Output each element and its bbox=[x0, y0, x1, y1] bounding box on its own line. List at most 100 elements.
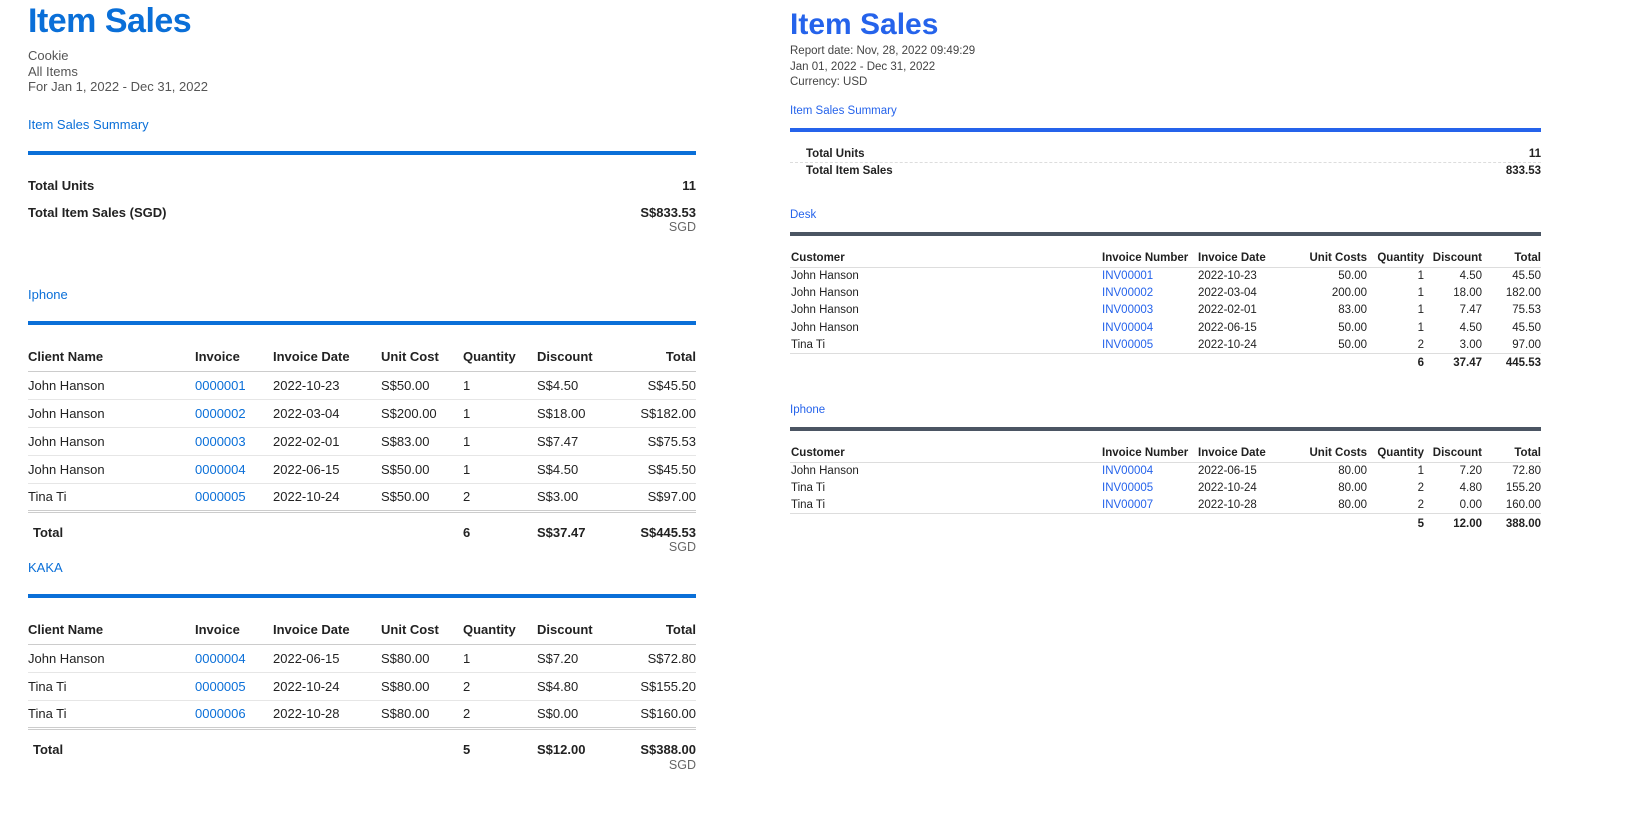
value: 11 bbox=[1528, 148, 1541, 160]
report-subtitle: Cookie All Items For Jan 1, 2022 - Dec 3… bbox=[28, 48, 208, 95]
cell: Tina Ti bbox=[790, 496, 1101, 515]
cell: 2022-03-04 bbox=[1198, 286, 1257, 299]
invoice-link[interactable]: 0000005 bbox=[195, 672, 273, 701]
section-title[interactable]: Iphone bbox=[28, 287, 68, 302]
cell: S$7.47 bbox=[537, 427, 627, 456]
cell bbox=[1287, 353, 1367, 372]
cell: 2022-06-15 bbox=[1198, 321, 1257, 334]
value: 833.53 bbox=[1505, 164, 1541, 177]
cell: S$97.00 bbox=[627, 483, 696, 513]
invoice-link[interactable]: 0000001 bbox=[195, 371, 273, 400]
cell: 2022-02-01 bbox=[1198, 304, 1257, 317]
cell: 1 bbox=[1417, 269, 1424, 282]
column-header: Quantity bbox=[463, 343, 537, 372]
cell: 2022-10-24 bbox=[1197, 336, 1287, 354]
column-header: Customer bbox=[790, 445, 1101, 463]
column-header: Invoice Date bbox=[1197, 445, 1287, 463]
cell: 72.80 bbox=[1512, 464, 1541, 477]
invoice-link[interactable]: 0000004 bbox=[195, 455, 273, 484]
summary-link[interactable]: Item Sales Summary bbox=[28, 117, 149, 132]
summary-table: Total Units 11 Total Item Sales 833.53 bbox=[790, 146, 1541, 179]
table-row: Tina Ti 0000005 2022-10-24 S$80.00 2 S$4.80 S$… bbox=[28, 672, 696, 701]
item-table: Customer Invoice Number Invoice Date Unit C… bbox=[790, 445, 1541, 533]
cell: Tina Ti bbox=[28, 483, 195, 513]
summary-link[interactable]: Item Sales Summary bbox=[790, 105, 897, 117]
invoice-link[interactable]: INV00007 bbox=[1101, 496, 1197, 515]
cell: 83.00 bbox=[1338, 304, 1367, 317]
cell: 160.00 bbox=[1482, 496, 1541, 515]
cell: S$3.00 bbox=[537, 483, 627, 513]
item-table: Customer Invoice Number Invoice Date Unit C… bbox=[790, 250, 1541, 372]
invoice-link[interactable]: INV00005 bbox=[1101, 336, 1197, 354]
column-header: Invoice Date bbox=[1197, 250, 1287, 268]
invoice-link[interactable]: 0000003 bbox=[195, 427, 273, 456]
cell bbox=[273, 511, 381, 545]
cell: John Hanson bbox=[791, 269, 859, 282]
table-header: Customer Invoice Number Invoice Date Unit C… bbox=[790, 445, 1541, 463]
section-title[interactable]: KAKA bbox=[28, 560, 63, 575]
column-header: Total bbox=[627, 616, 696, 645]
total-row: Total 5 S$12.00 S$388.00 bbox=[28, 728, 696, 762]
table-row: Tina Ti INV00005 2022-10-24 80.00 2 4.80 155.2… bbox=[790, 479, 1541, 496]
cell: 2 bbox=[463, 672, 537, 701]
cell: S$45.50 bbox=[627, 455, 696, 484]
item-table: Client Name Invoice Invoice Date Unit Cost Q… bbox=[28, 616, 696, 762]
invoice-link[interactable]: INV00004 bbox=[1102, 321, 1154, 334]
cell: 2 bbox=[1417, 481, 1424, 494]
cell: S$18.00 bbox=[537, 399, 627, 428]
invoice-link[interactable]: INV00004 bbox=[1102, 464, 1154, 477]
invoice-link[interactable]: INV00002 bbox=[1102, 286, 1154, 299]
section-title[interactable]: Desk bbox=[790, 209, 817, 221]
cell: S$75.53 bbox=[627, 427, 696, 456]
cell: 2022-10-24 bbox=[273, 483, 381, 513]
cell: S$72.80 bbox=[627, 644, 696, 673]
cell: Tina Ti bbox=[791, 481, 826, 494]
cell: 2022-10-28 bbox=[1197, 496, 1287, 515]
cell: 2022-10-28 bbox=[273, 700, 381, 730]
column-header: Invoice bbox=[195, 616, 273, 645]
cell: John Hanson bbox=[28, 399, 195, 428]
column-header: Client Name bbox=[28, 343, 195, 372]
table-header: Customer Invoice Number Invoice Date Unit C… bbox=[790, 250, 1541, 268]
cell: 75.53 bbox=[1512, 304, 1541, 317]
cell: 2022-10-23 bbox=[273, 371, 381, 400]
column-header: Customer bbox=[790, 250, 1101, 268]
total-total_qty: 6 bbox=[1417, 357, 1424, 370]
cell: 3.00 bbox=[1424, 336, 1482, 354]
column-header: Discount bbox=[1424, 445, 1482, 463]
invoice-link[interactable]: INV00003 bbox=[1102, 304, 1154, 317]
invoice-link[interactable]: 0000006 bbox=[195, 700, 273, 730]
column-header: Total bbox=[627, 343, 696, 372]
cell: 2 bbox=[463, 483, 537, 513]
invoice-link[interactable]: 0000002 bbox=[195, 399, 273, 428]
invoice-link[interactable]: 0000004 bbox=[195, 644, 273, 673]
report-title: Item Sales bbox=[790, 8, 939, 41]
item-table: Client Name Invoice Invoice Date Unit Cost Q… bbox=[28, 343, 696, 545]
invoice-link[interactable]: 0000005 bbox=[195, 483, 273, 513]
cell: John Hanson bbox=[28, 455, 195, 484]
total-units-row: Total Units 11 bbox=[790, 146, 1541, 163]
cell: 45.50 bbox=[1512, 269, 1541, 282]
report-title: Item Sales bbox=[28, 2, 192, 40]
invoice-link[interactable]: INV00001 bbox=[1102, 269, 1154, 282]
label: Total Item Sales (SGD) bbox=[28, 205, 167, 220]
invoice-link[interactable]: INV00005 bbox=[1102, 481, 1154, 494]
total-total: 388.00 bbox=[1505, 517, 1541, 530]
cell bbox=[273, 728, 381, 762]
cell: 2022-03-04 bbox=[273, 399, 381, 428]
total-total_discount: 12.00 bbox=[1453, 517, 1482, 530]
cell: S$4.50 bbox=[537, 455, 627, 484]
cell bbox=[790, 514, 1101, 533]
cell: S$155.20 bbox=[627, 672, 696, 701]
cell: 4.50 bbox=[1459, 321, 1482, 334]
table-row: John Hanson 0000003 2022-02-01 S$83.00 1 S$7.… bbox=[28, 427, 696, 456]
cell: S$50.00 bbox=[381, 483, 463, 513]
cell: 1 bbox=[463, 399, 537, 428]
column-header: Client Name bbox=[28, 616, 195, 645]
cell: 1 bbox=[463, 427, 537, 456]
cell: 2022-06-15 bbox=[1198, 464, 1257, 477]
cell: 97.00 bbox=[1482, 336, 1541, 354]
cell: 1 bbox=[1417, 304, 1424, 317]
cell: 200.00 bbox=[1331, 286, 1367, 299]
section-title[interactable]: Iphone bbox=[790, 404, 826, 416]
